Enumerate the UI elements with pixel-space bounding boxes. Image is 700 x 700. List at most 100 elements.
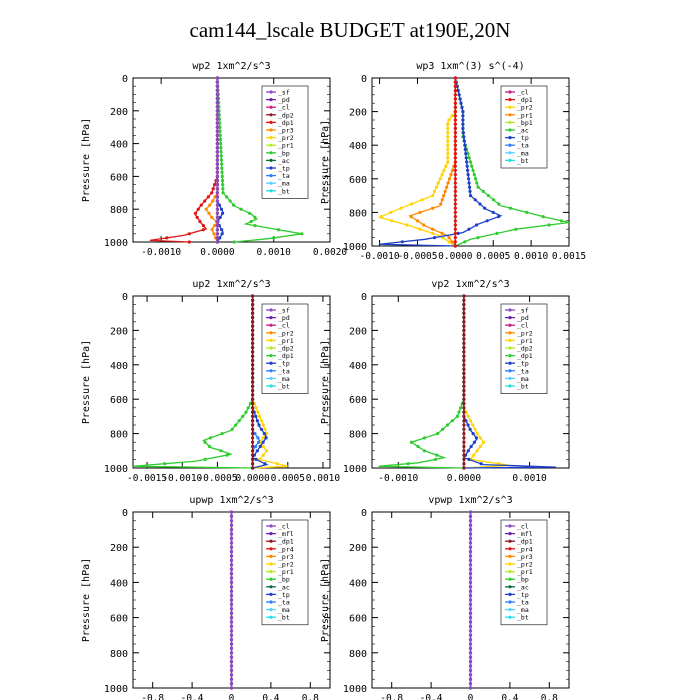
series-point bbox=[462, 449, 466, 453]
legend-label: _sf bbox=[517, 307, 529, 315]
legend-label: _dp1 bbox=[517, 352, 533, 360]
y-tick-label: 600 bbox=[349, 614, 367, 625]
series-point bbox=[220, 232, 224, 236]
series-point bbox=[422, 223, 426, 227]
legend-label: _bt bbox=[278, 187, 290, 195]
series-point bbox=[229, 563, 234, 567]
series-point bbox=[453, 118, 457, 122]
series-point bbox=[464, 410, 468, 414]
series-point bbox=[215, 187, 220, 191]
x-tick-label: -0.4 bbox=[181, 693, 204, 700]
legend-marker bbox=[269, 532, 273, 536]
series-point bbox=[219, 150, 223, 154]
series-point bbox=[471, 423, 475, 427]
series-point bbox=[453, 236, 457, 240]
series-point bbox=[224, 195, 229, 199]
series-point bbox=[218, 129, 222, 133]
series-point bbox=[215, 219, 220, 224]
series-point bbox=[265, 449, 269, 453]
series-point bbox=[468, 686, 473, 690]
legend-marker bbox=[508, 570, 512, 574]
legend-marker bbox=[508, 585, 512, 589]
series-point bbox=[479, 462, 483, 466]
legend-marker bbox=[269, 577, 273, 581]
legend-marker bbox=[269, 608, 273, 612]
y-tick-label: 1000 bbox=[343, 684, 367, 695]
series-point bbox=[469, 444, 473, 449]
page-title: cam144_lscale BUDGET at190E,20N bbox=[189, 18, 511, 42]
series-point bbox=[263, 462, 267, 466]
legend-label: _pr2 bbox=[278, 561, 294, 569]
series-point bbox=[276, 228, 281, 232]
y-tick-label: 200 bbox=[349, 108, 367, 119]
legend-label: _ac bbox=[517, 583, 529, 591]
series-point bbox=[442, 194, 446, 198]
series-point bbox=[220, 174, 224, 178]
series-point bbox=[239, 207, 243, 211]
legend-label: _pr2 bbox=[517, 329, 533, 337]
series-point bbox=[496, 215, 501, 219]
series-point bbox=[482, 440, 486, 444]
series-point bbox=[453, 227, 457, 231]
series-point bbox=[453, 210, 457, 214]
series-point bbox=[438, 177, 442, 181]
x-tick-label: 0.0000 bbox=[235, 473, 270, 484]
series-point bbox=[215, 191, 220, 195]
series-point bbox=[220, 211, 225, 215]
y-tick-label: 200 bbox=[110, 326, 128, 337]
series-point bbox=[203, 440, 207, 444]
legend-label: _ta bbox=[278, 599, 290, 607]
chart-panel-6: vpwp 1xm^2/s^3 Pressure [hPa] 0 200 400 600 80… bbox=[320, 495, 570, 700]
series-point bbox=[251, 328, 255, 332]
series-point bbox=[229, 558, 234, 563]
series-point bbox=[230, 427, 234, 431]
legend-marker bbox=[508, 151, 512, 155]
series-point bbox=[446, 131, 450, 135]
legend-label: _bp bbox=[278, 576, 290, 584]
series-point bbox=[453, 84, 457, 88]
series-point bbox=[229, 514, 234, 519]
legend-label: _pd bbox=[278, 96, 290, 104]
legend-marker bbox=[269, 600, 273, 604]
legend-marker bbox=[269, 554, 273, 559]
x-tick-label: -0.8 bbox=[141, 693, 164, 700]
series-point bbox=[461, 122, 465, 126]
y-tick-label: 800 bbox=[349, 430, 367, 441]
legend-marker bbox=[269, 384, 273, 388]
series-point bbox=[436, 432, 440, 436]
series-point bbox=[232, 203, 236, 207]
series-point bbox=[229, 660, 234, 664]
series-point bbox=[468, 580, 473, 585]
series-point bbox=[491, 210, 495, 214]
series-point bbox=[453, 173, 457, 177]
x-tick-label: 0.0000 bbox=[200, 247, 235, 258]
series-point bbox=[251, 410, 255, 414]
series-point bbox=[445, 185, 449, 189]
series-point bbox=[251, 427, 255, 431]
series-point bbox=[219, 146, 223, 150]
legend-label: _tp bbox=[278, 360, 290, 368]
y-axis-label: Pressure [hPa] bbox=[81, 118, 92, 202]
series-point bbox=[218, 215, 222, 219]
series-point bbox=[211, 199, 215, 203]
series-point bbox=[215, 150, 220, 154]
series-point bbox=[229, 580, 234, 585]
series-point bbox=[229, 541, 234, 545]
y-axis-label: Pressure [hPa] bbox=[320, 340, 331, 424]
legend-marker bbox=[269, 524, 273, 528]
series-point bbox=[229, 633, 234, 637]
series-point bbox=[445, 423, 450, 427]
legend-marker bbox=[508, 592, 512, 597]
series-point bbox=[219, 154, 223, 158]
series-point bbox=[466, 414, 470, 418]
series-point bbox=[465, 164, 469, 168]
legend-marker bbox=[269, 369, 273, 373]
series-point bbox=[219, 158, 224, 162]
legend-marker bbox=[508, 361, 512, 365]
series-point bbox=[251, 341, 255, 345]
series-line-dp1 bbox=[149, 78, 219, 243]
series-point bbox=[468, 651, 473, 655]
series-point bbox=[450, 168, 455, 172]
series-point bbox=[229, 682, 234, 686]
series-point bbox=[440, 198, 444, 202]
